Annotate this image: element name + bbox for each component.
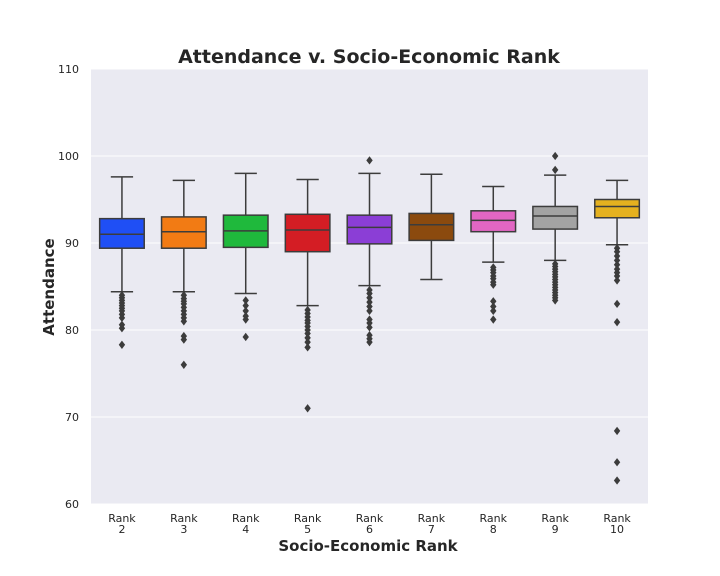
y-tick-label: 100 xyxy=(58,150,79,163)
outlier-point xyxy=(242,301,249,310)
y-tick-labels: 60 70 80 90 100 110 xyxy=(58,63,79,511)
outlier-point xyxy=(613,271,621,281)
x-tick-label: Rank 5 xyxy=(294,512,322,536)
outlier-point xyxy=(180,335,188,344)
outlier-point xyxy=(366,289,373,298)
outlier-point xyxy=(366,323,373,332)
outlier-point xyxy=(118,340,126,349)
box-group xyxy=(98,176,145,349)
outlier-point xyxy=(118,313,126,322)
x-tick-label: Rank 9 xyxy=(541,512,569,536)
outlier-point xyxy=(490,315,497,324)
outlier-point xyxy=(490,297,497,306)
outlier-point xyxy=(613,426,621,436)
y-tick-label: 70 xyxy=(65,411,79,424)
box xyxy=(284,213,331,253)
box-group xyxy=(284,178,331,413)
box-group xyxy=(470,185,517,324)
outlier-point xyxy=(366,306,373,316)
outlier-point xyxy=(613,247,621,256)
outlier-point xyxy=(242,306,249,316)
outlier-point xyxy=(613,276,621,285)
outlier-point xyxy=(613,260,621,269)
outlier-point xyxy=(613,256,621,265)
outlier-point xyxy=(490,280,497,289)
box-group xyxy=(594,179,641,485)
outlier-point xyxy=(551,151,559,161)
outlier-point xyxy=(304,333,311,342)
y-tick-label: 90 xyxy=(65,237,79,250)
x-tick-label: Rank 10 xyxy=(603,512,631,536)
x-tick-label: Rank 2 xyxy=(108,512,136,536)
box-group xyxy=(222,172,269,342)
outlier-point xyxy=(180,317,188,326)
box xyxy=(470,210,517,233)
outlier-point xyxy=(490,306,497,316)
x-tick-label: Rank 6 xyxy=(356,512,384,536)
outlier-point xyxy=(242,332,249,342)
outlier-point xyxy=(366,298,373,307)
box-group xyxy=(160,179,207,369)
box xyxy=(98,217,145,249)
outlier-point xyxy=(490,302,497,311)
boxes xyxy=(98,151,641,485)
outlier-point xyxy=(242,315,249,324)
outlier-point xyxy=(366,293,373,302)
outlier-point xyxy=(551,296,559,305)
outlier-point xyxy=(366,302,373,311)
outlier-point xyxy=(366,338,373,347)
outlier-point xyxy=(118,324,126,333)
outlier-point xyxy=(304,329,311,338)
outlier-point xyxy=(366,156,373,165)
x-axis-label: Socio-Economic Rank xyxy=(278,537,458,555)
x-tick-label: Rank 8 xyxy=(480,512,508,536)
outlier-point xyxy=(366,318,373,328)
box xyxy=(160,216,207,249)
box xyxy=(532,205,579,230)
box xyxy=(346,214,393,245)
y-tick-label: 80 xyxy=(65,324,79,337)
x-tick-label: Rank 4 xyxy=(232,512,260,536)
outlier-point xyxy=(613,251,621,261)
x-tick-labels: Rank 2 Rank 3 Rank 4 Rank 5 Rank 6 Rank 7 Rank 8 Rank 9… xyxy=(108,512,631,536)
y-tick-label: 110 xyxy=(58,63,79,76)
outlier-point xyxy=(304,404,311,413)
chart-title: Attendance v. Socio-Economic Rank xyxy=(178,46,560,68)
box-group xyxy=(346,156,393,347)
outlier-point xyxy=(613,476,621,485)
y-tick-label: 60 xyxy=(65,498,79,511)
box-group xyxy=(532,151,579,305)
outlier-point xyxy=(304,343,311,352)
outlier-point xyxy=(613,299,621,309)
outlier-point xyxy=(613,318,621,327)
outlier-point xyxy=(551,165,559,175)
box xyxy=(594,198,641,219)
x-tick-label: Rank 3 xyxy=(170,512,198,536)
box xyxy=(408,212,455,242)
outlier-point xyxy=(242,296,249,305)
outlier-point xyxy=(613,458,621,467)
x-tick-label: Rank 7 xyxy=(418,512,446,536)
box-group xyxy=(408,173,455,281)
outlier-point xyxy=(304,338,311,347)
outlier-point xyxy=(180,360,188,369)
y-axis-label: Attendance xyxy=(40,238,58,335)
